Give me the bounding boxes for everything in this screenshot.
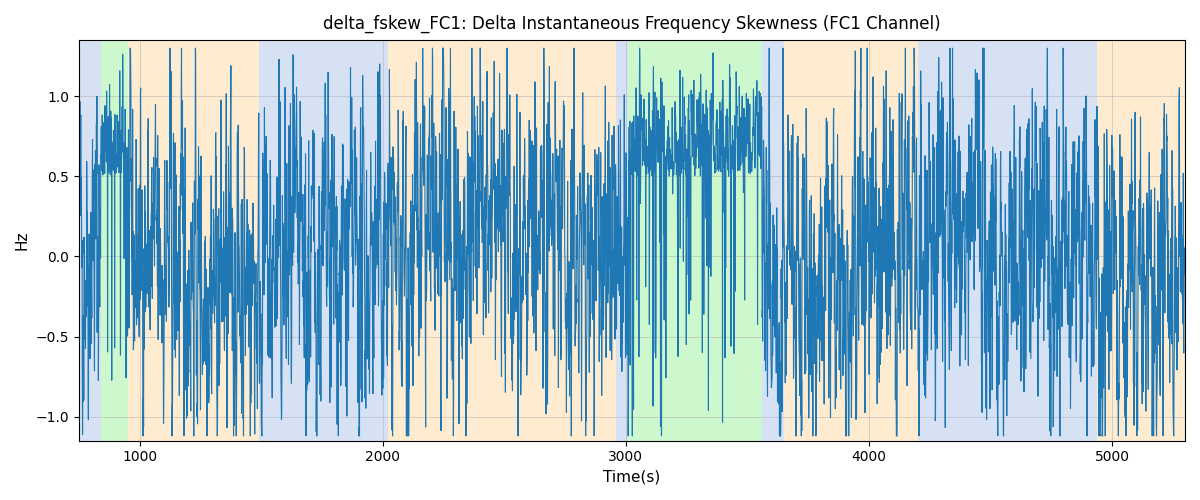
- X-axis label: Time(s): Time(s): [604, 470, 660, 485]
- Bar: [918, 40, 1098, 440]
- Bar: [784, 40, 918, 440]
- Bar: [1098, 40, 1186, 440]
- Bar: [388, 40, 616, 440]
- Bar: [79, 40, 101, 440]
- Bar: [101, 40, 127, 440]
- Bar: [762, 40, 784, 440]
- Title: delta_fskew_FC1: Delta Instantaneous Frequency Skewness (FC1 Channel): delta_fskew_FC1: Delta Instantaneous Fre…: [323, 15, 941, 34]
- Bar: [629, 40, 762, 440]
- Y-axis label: Hz: Hz: [14, 230, 30, 250]
- Bar: [259, 40, 388, 440]
- Bar: [616, 40, 629, 440]
- Bar: [127, 40, 259, 440]
